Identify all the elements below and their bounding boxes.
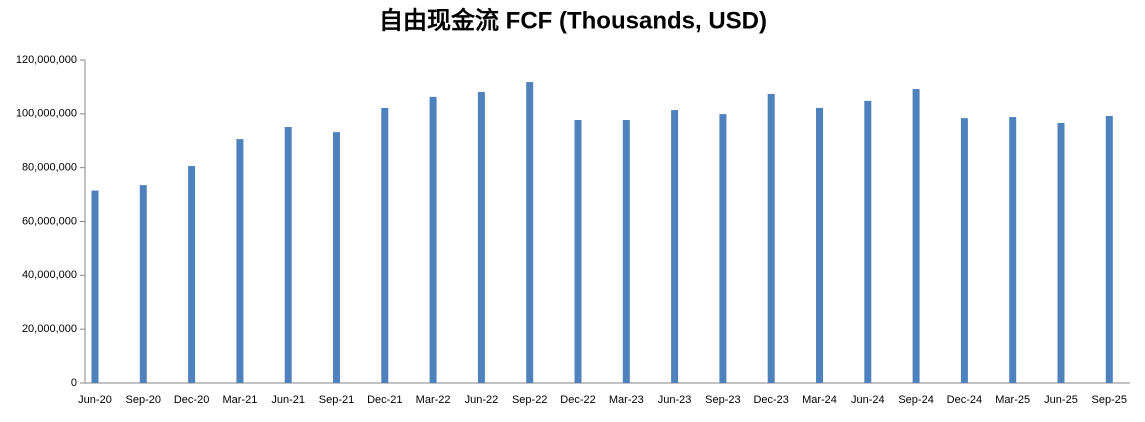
x-tick-label: Mar-21	[222, 394, 257, 406]
x-tick-label: Mar-22	[416, 394, 451, 406]
bar	[1057, 122, 1065, 384]
x-tick-label: Jun-20	[78, 394, 112, 406]
x-tick-label: Mar-23	[609, 394, 644, 406]
bar	[622, 120, 630, 383]
x-tick-label: Dec-22	[560, 394, 595, 406]
x-tick-label: Dec-24	[947, 394, 982, 406]
bar	[236, 139, 244, 383]
x-tick-label: Sep-23	[705, 394, 740, 406]
x-tick-label: Jun-24	[851, 394, 885, 406]
bar	[864, 100, 872, 383]
bar	[429, 96, 437, 384]
y-tick-label: 60,000,000	[22, 215, 77, 227]
y-tick-label: 100,000,000	[16, 108, 77, 120]
bar	[1105, 115, 1113, 383]
bar	[816, 107, 823, 383]
bar	[188, 166, 196, 383]
y-tick-label: 120,000,000	[16, 54, 77, 66]
x-tick-label: Dec-20	[174, 394, 209, 406]
y-tick-label: 0	[71, 377, 77, 389]
bar	[284, 127, 292, 384]
bar	[671, 110, 679, 383]
x-tick-label: Jun-21	[271, 394, 305, 406]
bar	[526, 82, 534, 384]
x-tick-label: Jun-22	[465, 394, 499, 406]
bar	[719, 114, 727, 383]
x-tick-label: Dec-23	[753, 394, 788, 406]
x-tick-label: Mar-25	[995, 394, 1030, 406]
bar	[767, 93, 775, 383]
x-tick-label: Sep-25	[1092, 394, 1127, 406]
bar	[381, 107, 389, 383]
y-tick-label: 40,000,000	[22, 269, 77, 281]
x-tick-label: Mar-24	[802, 394, 837, 406]
y-tick-label: 20,000,000	[22, 323, 77, 335]
bar	[1009, 117, 1017, 384]
bar	[91, 190, 99, 383]
x-tick-label: Sep-22	[512, 394, 547, 406]
x-tick-label: Jun-25	[1044, 394, 1078, 406]
bar	[574, 120, 582, 383]
bar	[139, 185, 147, 383]
x-tick-label: Dec-21	[367, 394, 402, 406]
x-tick-label: Jun-23	[658, 394, 692, 406]
x-tick-label: Sep-24	[898, 394, 933, 406]
x-tick-label: Sep-20	[126, 394, 161, 406]
bar	[960, 118, 968, 383]
bar	[477, 92, 485, 384]
y-tick-label: 80,000,000	[22, 162, 77, 174]
bar	[333, 132, 340, 383]
bar	[912, 89, 920, 383]
chart-title: 自由现金流 FCF (Thousands, USD)	[379, 6, 767, 34]
x-tick-label: Sep-21	[319, 394, 354, 406]
